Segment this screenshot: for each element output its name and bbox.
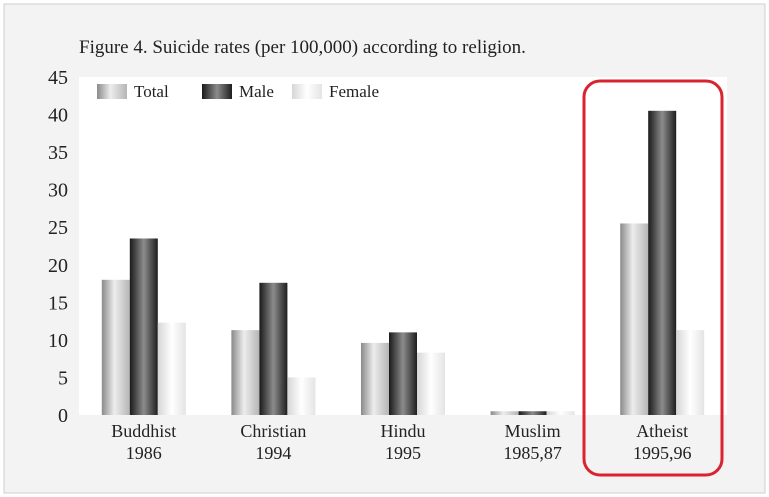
bar-female-christian	[287, 377, 316, 415]
x-tick-label-year: 1994	[255, 443, 291, 463]
bar-total-christian	[231, 330, 260, 415]
x-tick-label-year: 1995	[385, 443, 421, 463]
x-tick-label: Buddhist	[111, 421, 176, 441]
bar-female-buddhist	[157, 322, 186, 415]
bar-female-muslim	[546, 411, 575, 415]
legend-label: Total	[134, 82, 169, 101]
legend-swatch-male	[202, 84, 232, 99]
y-axis: 0 5 10 15 20 25 30 35 40 45	[48, 67, 68, 427]
bar-total-atheist	[620, 223, 649, 415]
legend: Total Male Female	[97, 82, 379, 101]
x-tick-label: Muslim	[505, 421, 561, 441]
legend-label: Female	[329, 82, 379, 101]
bar-group	[101, 110, 705, 416]
y-tick-label: 20	[48, 255, 68, 277]
highlight-box	[582, 79, 724, 477]
bar-male-atheist	[648, 110, 677, 416]
x-tick-label-year: 1985,87	[503, 443, 562, 463]
y-tick-label: 0	[58, 405, 68, 427]
bar-male-hindu	[389, 332, 417, 415]
chart-title: Figure 4. Suicide rates (per 100,000) ac…	[79, 37, 526, 58]
bar-male-christian	[259, 282, 288, 415]
bar-total-hindu	[361, 342, 389, 415]
bar-total-muslim	[490, 411, 519, 415]
bar-total-buddhist	[101, 279, 130, 415]
y-tick-label: 30	[48, 180, 68, 202]
y-tick-label: 5	[58, 367, 68, 389]
y-tick-label: 40	[48, 105, 68, 127]
x-tick-label: Hindu	[381, 421, 426, 441]
x-tick-label: Christian	[240, 421, 306, 441]
y-tick-label: 45	[48, 67, 68, 89]
bar-male-buddhist	[129, 238, 158, 415]
y-tick-label: 15	[48, 292, 68, 314]
y-tick-label: 35	[48, 142, 68, 164]
legend-swatch-female	[292, 84, 322, 99]
x-tick-label-year: 1995,96	[633, 443, 692, 463]
y-tick-label: 25	[48, 217, 68, 239]
legend-swatch-total	[97, 84, 127, 99]
bar-male-muslim	[518, 411, 547, 415]
bar-female-atheist	[676, 330, 705, 415]
y-tick-label: 10	[48, 330, 68, 352]
legend-label: Male	[239, 82, 274, 101]
x-tick-label-year: 1986	[126, 443, 162, 463]
x-tick-label: Atheist	[636, 421, 688, 441]
bar-female-hindu	[417, 352, 445, 415]
